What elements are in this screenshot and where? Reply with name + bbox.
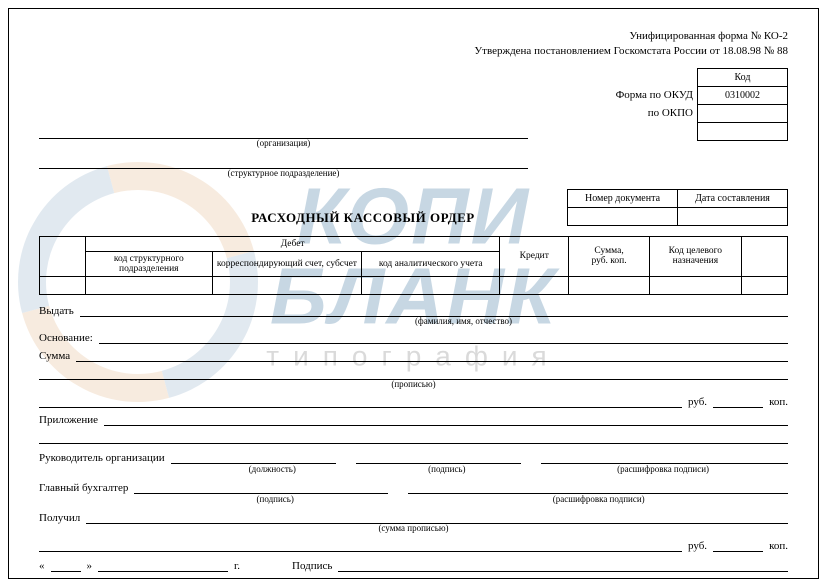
head-sign[interactable]: [356, 452, 521, 464]
table-cell[interactable]: [649, 276, 741, 294]
docdate-value[interactable]: [678, 207, 788, 225]
credit-header: Кредит: [500, 236, 569, 276]
head-position[interactable]: [171, 452, 336, 464]
table-cell[interactable]: [500, 276, 569, 294]
debit-header: Дебет: [86, 236, 500, 251]
table-cell[interactable]: [741, 276, 787, 294]
attach-label: Приложение: [39, 414, 98, 426]
sum-sub: (прописью): [39, 380, 788, 390]
issue-to-label: Выдать: [39, 305, 74, 317]
decode-sub: (расшифровка подписи): [538, 464, 788, 474]
table-cell[interactable]: [569, 276, 650, 294]
received-sub: (сумма прописью): [39, 524, 788, 534]
head-decode[interactable]: [541, 452, 788, 464]
head-label: Руководитель организации: [39, 452, 165, 464]
blank-header: [741, 236, 787, 276]
attach-field-2[interactable]: [39, 430, 788, 444]
issue-sub: (фамилия, имя, отчество): [139, 317, 788, 327]
sign-sub: (подпись): [364, 464, 531, 474]
codes-table: Код 0310002: [697, 68, 788, 141]
table-cell[interactable]: [212, 276, 362, 294]
okud-value: 0310002: [698, 86, 788, 104]
rub-field-2[interactable]: [39, 540, 682, 552]
org-field[interactable]: [39, 125, 528, 139]
chief-decode[interactable]: [408, 482, 788, 494]
issue-to-field[interactable]: [80, 305, 788, 317]
code-struct-header: код структурного подразделения: [86, 251, 213, 276]
day-field[interactable]: [51, 560, 81, 572]
approved-line: Утверждена постановлением Госкомстата Ро…: [39, 44, 788, 59]
basis-field[interactable]: [99, 332, 788, 344]
rub-field[interactable]: [39, 396, 682, 408]
sum-label: Сумма: [39, 350, 70, 362]
year-g: г.: [234, 560, 240, 572]
table-cell[interactable]: [362, 276, 500, 294]
corr-acc-header: корреспондирующий счет, субсчет: [212, 251, 362, 276]
quote1: «: [39, 560, 45, 572]
chief-decode-sub: (расшифровка подписи): [409, 494, 788, 504]
rub-label: руб.: [688, 396, 707, 408]
signature-label: Подпись: [292, 560, 332, 572]
purpose-header: Код целевого назначения: [649, 236, 741, 276]
chief-acc-label: Главный бухгалтер: [39, 482, 128, 494]
month-field[interactable]: [98, 560, 228, 572]
kop-field[interactable]: [713, 396, 763, 408]
basis-label: Основание:: [39, 332, 93, 344]
extra-code: [698, 122, 788, 140]
main-table: Дебет Кредит Сумма, руб. коп. Код целево…: [39, 236, 788, 295]
table-cell[interactable]: [86, 276, 213, 294]
quote2: »: [87, 560, 93, 572]
docnum-header: Номер документа: [568, 189, 678, 207]
form-line: Унифицированная форма № КО-2: [39, 29, 788, 44]
chief-sign-sub: (подпись): [149, 494, 401, 504]
kop-label-2: коп.: [769, 540, 788, 552]
dept-sub: (структурное подразделение): [39, 169, 528, 179]
docnum-value[interactable]: [568, 207, 678, 225]
org-sub: (организация): [39, 139, 528, 149]
attach-field[interactable]: [104, 414, 788, 426]
kop-field-2[interactable]: [713, 540, 763, 552]
signature-field[interactable]: [338, 560, 788, 572]
dept-field[interactable]: [39, 155, 528, 169]
okud-label: Форма по ОКУД: [616, 86, 693, 104]
table-cell[interactable]: [40, 276, 86, 294]
sum-field[interactable]: [76, 350, 788, 362]
sum-header: Сумма, руб. коп.: [569, 236, 650, 276]
rub-label-2: руб.: [688, 540, 707, 552]
docnum-table: Номер документа Дата составления: [567, 189, 788, 226]
sum-field-2[interactable]: [39, 366, 788, 380]
chief-sign[interactable]: [134, 482, 387, 494]
position-sub: (должность): [189, 464, 356, 474]
okpo-label: по ОКПО: [616, 104, 693, 122]
okpo-value: [698, 104, 788, 122]
kop-label: коп.: [769, 396, 788, 408]
kod-header: Код: [698, 68, 788, 86]
docdate-header: Дата составления: [678, 189, 788, 207]
received-label: Получил: [39, 512, 80, 524]
anal-acc-header: код аналитического учета: [362, 251, 500, 276]
doc-title: РАСХОДНЫЙ КАССОВЫЙ ОРДЕР: [169, 210, 557, 226]
